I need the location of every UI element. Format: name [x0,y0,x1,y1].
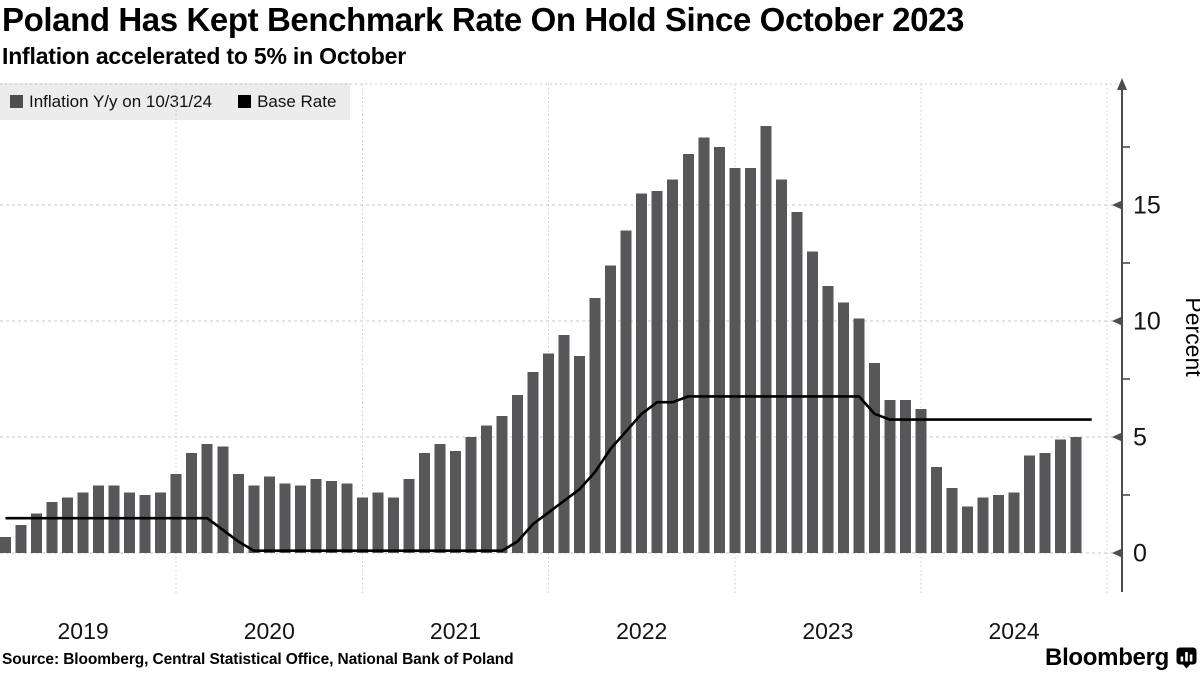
legend-item-base-rate: Base Rate [238,92,336,112]
y-tick-label: 5 [1133,424,1147,452]
legend-item-inflation: Inflation Y/y on 10/31/24 [10,92,212,112]
x-tick-label: 2023 [802,618,853,644]
legend-label-inflation: Inflation Y/y on 10/31/24 [29,91,213,111]
x-tick-label: 2024 [989,618,1040,644]
chart-title: Poland Has Kept Benchmark Rate On Hold S… [2,1,964,38]
x-tick-label: 2022 [616,618,667,644]
bloomberg-chart-icon [1176,647,1197,669]
bloomberg-wordmark: Bloomberg [1045,644,1169,671]
y-axis: 0 5 10 15 [1112,78,1161,592]
x-tick-label: 2019 [58,618,109,644]
y-tick-label: 10 [1133,308,1161,336]
major-tick-arrow-icon [1112,432,1122,442]
major-tick-arrow-icon [1112,548,1122,558]
legend-label-base-rate: Base Rate [257,91,337,111]
legend: Inflation Y/y on 10/31/24 Base Rate [0,83,350,120]
y-axis-title: Percent [1181,297,1200,377]
base-rate-line [5,395,1092,553]
inflation-swatch-icon [10,95,23,108]
x-tick-label: 2020 [244,618,295,644]
inflation-bar-series [0,126,1082,553]
axis-arrow-up-icon [1117,78,1127,90]
y-tick-label: 15 [1133,192,1161,220]
chart-subtitle: Inflation accelerated to 5% in October [2,43,406,69]
major-tick-arrow-icon [1112,200,1122,210]
x-tick-label: 2021 [430,618,481,644]
year-labels: 2019 2020 2021 2022 2023 2024 [58,618,1040,644]
base-rate-swatch-icon [238,95,252,108]
source-note: Source: Bloomberg, Central Statistical O… [2,651,514,668]
y-tick-label: 0 [1133,540,1147,568]
major-tick-arrow-icon [1112,316,1122,326]
bloomberg-logo: Bloomberg [1045,644,1197,672]
